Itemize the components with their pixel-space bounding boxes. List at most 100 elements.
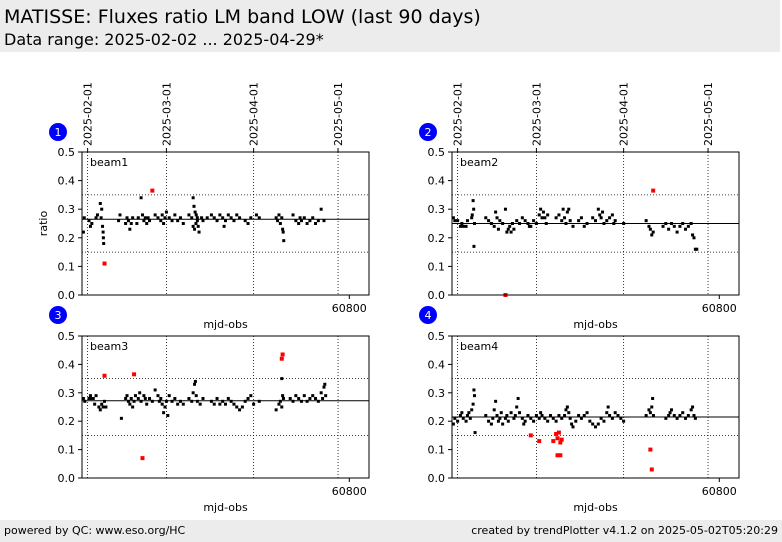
data-point [176, 219, 180, 223]
data-point [322, 219, 326, 223]
data-point [472, 244, 476, 248]
data-point [308, 219, 312, 223]
data-point [281, 396, 285, 400]
plot-frame [451, 335, 740, 479]
data-point [148, 396, 152, 400]
data-point [276, 219, 280, 223]
data-point [461, 224, 465, 228]
data-point [162, 222, 166, 225]
outlier-point [150, 188, 155, 193]
data-point [192, 204, 196, 208]
data-point [254, 213, 258, 217]
data-point [605, 411, 609, 415]
data-point [153, 388, 157, 392]
footer-bar: powered by QC: www.eso.org/HC created by… [0, 520, 782, 542]
data-point [156, 216, 160, 220]
data-point [669, 408, 673, 412]
data-point [564, 408, 568, 412]
data-point [567, 207, 571, 211]
data-point [181, 402, 185, 406]
data-point [672, 224, 676, 228]
data-point [650, 233, 654, 237]
outlier-point [648, 447, 653, 452]
data-point [299, 219, 303, 223]
data-point [311, 216, 315, 220]
data-point [288, 396, 292, 400]
data-point [299, 399, 303, 403]
data-point [501, 222, 505, 225]
data-point [561, 207, 565, 211]
data-point [167, 394, 171, 398]
data-point [252, 402, 256, 406]
beam-label: beam1 [90, 156, 128, 169]
data-point [523, 419, 527, 423]
plot-frame [451, 151, 740, 296]
data-point [539, 411, 543, 415]
plot-frame [81, 335, 370, 479]
data-point [277, 213, 281, 217]
data-point [102, 242, 106, 246]
data-point [93, 402, 97, 406]
data-point [235, 405, 239, 409]
data-point [176, 402, 180, 406]
data-point [661, 224, 665, 228]
data-point [135, 222, 139, 225]
data-point [534, 414, 538, 418]
data-point [487, 419, 491, 423]
data-point [143, 216, 147, 220]
data-point [509, 411, 513, 415]
y-axis-label: ratio [37, 211, 50, 237]
y-tick-label: 0.1 [58, 444, 76, 457]
data-point [99, 216, 103, 220]
data-point [136, 396, 140, 400]
data-point [142, 219, 146, 223]
page-title: MATISSE: Fluxes ratio LM band LOW (last … [4, 6, 481, 28]
data-point [494, 399, 498, 403]
x-tick-label: 60800 [332, 302, 367, 315]
data-point [651, 396, 655, 400]
data-point [302, 216, 306, 220]
y-tick-label: 0.5 [428, 146, 446, 159]
outlier-point [537, 439, 542, 444]
data-point [568, 416, 572, 420]
data-point [81, 396, 85, 400]
data-point [529, 416, 533, 420]
data-point [167, 216, 171, 220]
data-point [226, 213, 230, 217]
data-point [246, 396, 250, 400]
x-axis-label: mjd-obs [203, 318, 248, 331]
data-point [523, 219, 527, 223]
data-point [498, 219, 502, 223]
data-point [193, 210, 197, 214]
data-point [505, 414, 509, 418]
data-point [91, 396, 95, 400]
data-point [554, 419, 558, 423]
chart-panel-4: 0.0 0.1 0.2 0.3 0.4 0.5 60800 mjd-obs beam4 4 [419, 306, 740, 514]
data-point [460, 411, 464, 415]
data-point [226, 396, 230, 400]
top-date-label: 2025-03-01 [160, 82, 173, 146]
outlier-point [554, 431, 559, 436]
data-point [692, 414, 696, 418]
data-point [162, 411, 166, 415]
data-point [243, 219, 247, 223]
data-point [118, 213, 122, 217]
data-point [298, 216, 302, 220]
data-point [87, 219, 91, 223]
data-point [297, 222, 301, 225]
data-point [465, 414, 469, 418]
y-tick-label: 0.4 [428, 175, 446, 188]
data-point [585, 222, 589, 225]
data-point [543, 216, 547, 220]
outlier-point [649, 467, 654, 472]
data-point [598, 213, 602, 217]
data-point [608, 414, 612, 418]
data-point [104, 405, 108, 409]
data-point [686, 224, 690, 228]
data-point [128, 402, 132, 406]
data-point [229, 399, 233, 403]
data-point [173, 213, 177, 217]
outlier-point [559, 437, 564, 442]
data-point [131, 216, 135, 220]
data-point [563, 414, 567, 418]
